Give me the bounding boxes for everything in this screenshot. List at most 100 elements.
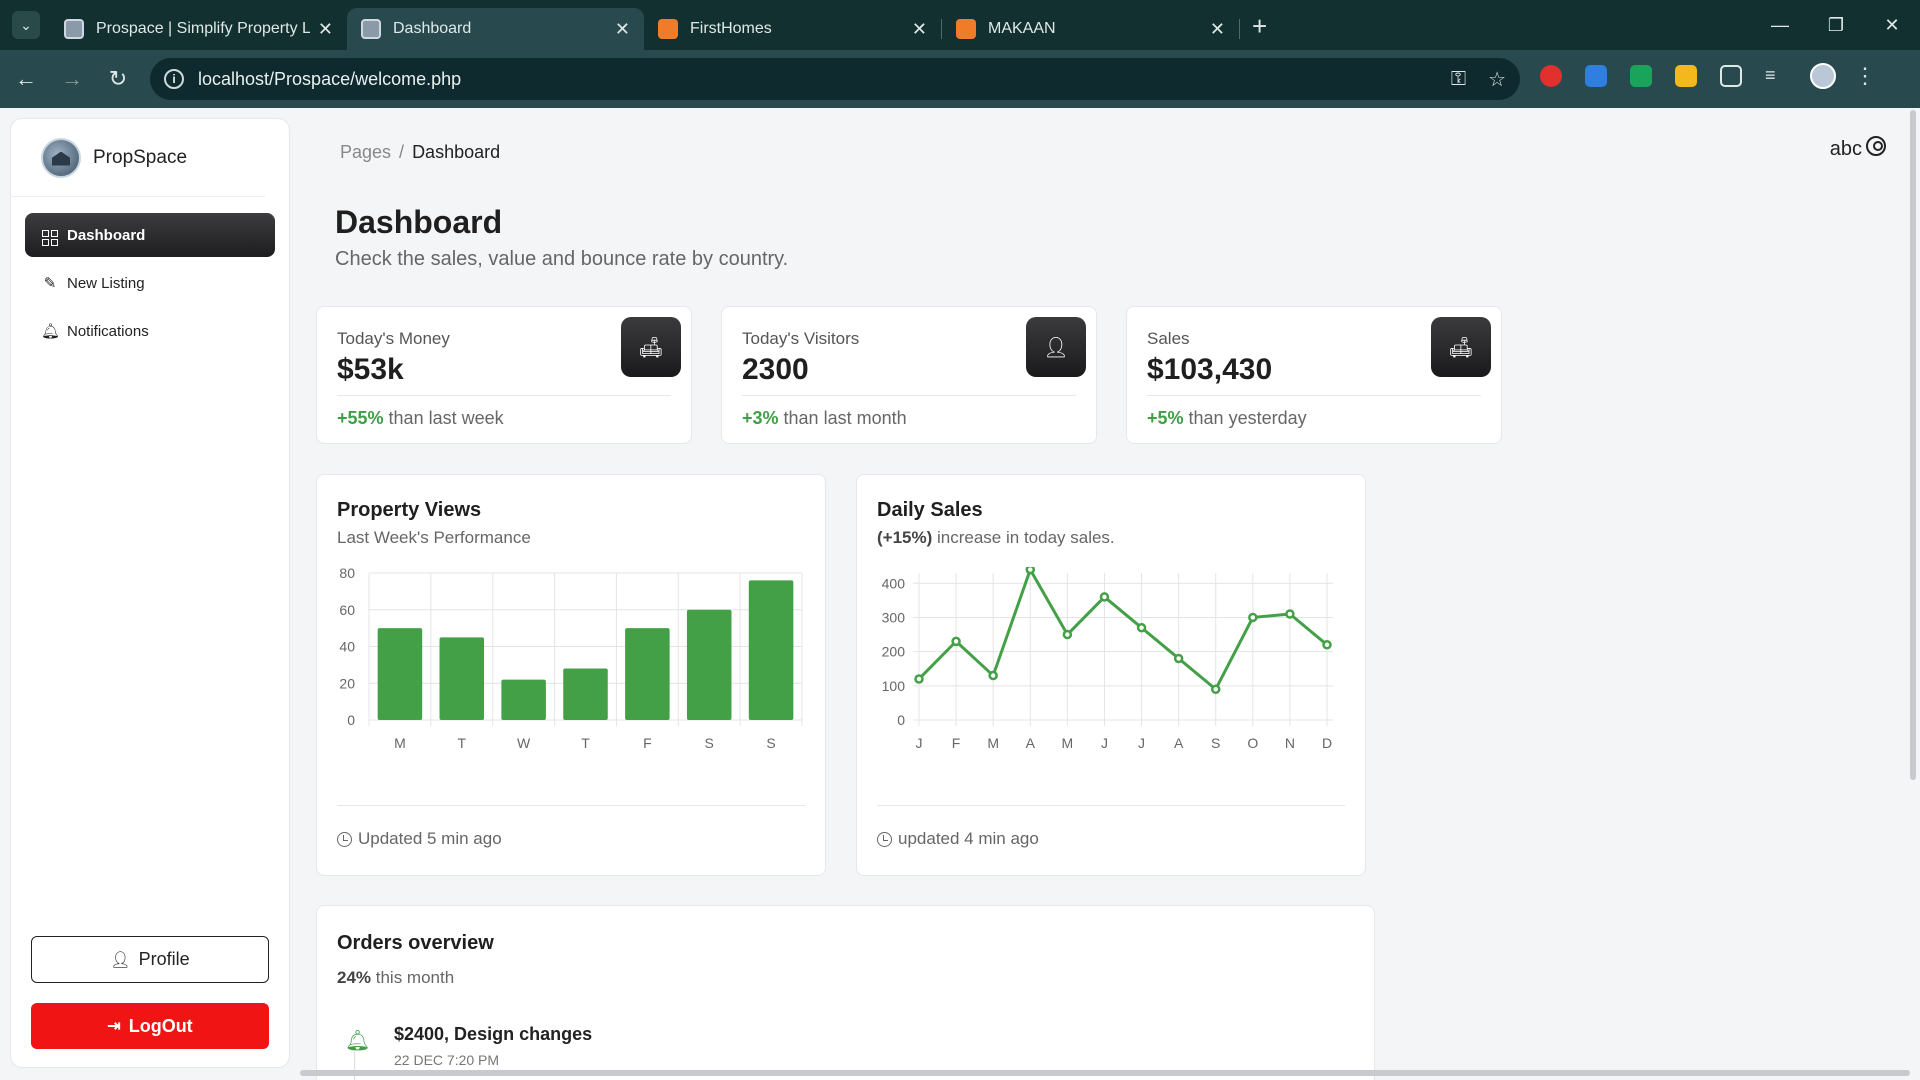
- forward-arrow-icon[interactable]: →: [61, 66, 83, 91]
- new-tab-plus-icon[interactable]: +: [1252, 11, 1268, 41]
- browser-tab-3[interactable]: FirstHomes ✕: [644, 8, 941, 50]
- user-icon: 👤︎: [110, 951, 131, 969]
- page-subtitle: Check the sales, value and bounce rate b…: [335, 248, 789, 270]
- sidebar-item-label: Dashboard: [67, 226, 146, 244]
- url-text: localhost/Prospace/welcome.php: [198, 68, 462, 89]
- close-icon[interactable]: ✕: [1209, 18, 1225, 39]
- breadcrumb-root[interactable]: Pages: [340, 142, 392, 162]
- chart-subtitle-highlight: (+15%): [877, 528, 933, 547]
- url-field[interactable]: i localhost/Prospace/welcome.php ⚿ ☆: [150, 58, 1520, 100]
- tab-search-menu-button[interactable]: ⌄: [12, 11, 40, 39]
- site-info-icon[interactable]: i: [164, 69, 184, 89]
- extensions-puzzle-icon[interactable]: [1720, 65, 1742, 87]
- chart-title: Daily Sales: [877, 499, 983, 521]
- divider: [337, 805, 805, 806]
- x-tick-label: W: [517, 735, 531, 751]
- property-views-bar-chart: 0 20 40 60 80 M T W T F S S: [339, 567, 803, 751]
- sidebar-item-new-listing[interactable]: ✎ New Listing: [25, 261, 275, 305]
- data-point: [1173, 653, 1184, 664]
- stat-label: Today's Money: [337, 329, 450, 348]
- divider: [1147, 395, 1481, 396]
- x-tick-label: J: [1101, 735, 1108, 751]
- timeline-line: [354, 1052, 355, 1080]
- extension-red-icon[interactable]: [1540, 65, 1562, 87]
- tab-separator: [1239, 19, 1240, 39]
- browser-address-bar: ← → ↻ i localhost/Prospace/welcome.php ⚿…: [0, 50, 1920, 108]
- propspace-logo-icon: [41, 137, 81, 178]
- y-tick-label: 200: [882, 644, 906, 660]
- stat-change: +5%: [1147, 408, 1184, 428]
- page-title: Dashboard: [335, 204, 503, 240]
- y-tick-label: 80: [339, 567, 355, 581]
- extension-green-icon[interactable]: [1630, 65, 1652, 87]
- data-point: [1136, 622, 1147, 633]
- clock-icon: [337, 831, 352, 847]
- sidebar-item-label: Notifications: [67, 322, 149, 340]
- browser-profile-avatar[interactable]: [1810, 63, 1836, 89]
- sidebar-nav: Dashboard ✎ New Listing 🔔︎ Notifications: [11, 197, 289, 353]
- vertical-scrollbar[interactable]: [1906, 108, 1920, 1080]
- breadcrumb-separator: /: [399, 142, 405, 162]
- bookmark-star-icon[interactable]: ☆: [1488, 68, 1506, 91]
- stat-footer: +5% than yesterday: [1147, 408, 1307, 429]
- browser-menu-icon[interactable]: ⋮: [1854, 63, 1876, 88]
- order-item-title[interactable]: $2400, Design changes: [394, 1024, 593, 1044]
- x-tick-label: F: [643, 735, 652, 751]
- scrollbar-thumb[interactable]: [300, 1070, 1910, 1076]
- media-queue-icon[interactable]: ≡: [1765, 65, 1776, 85]
- y-tick-label: 300: [882, 609, 906, 625]
- horizontal-scrollbar[interactable]: [300, 1070, 1920, 1078]
- close-icon[interactable]: ✕: [614, 18, 630, 39]
- x-tick-label: M: [394, 735, 406, 751]
- close-icon[interactable]: ✕: [911, 18, 927, 39]
- x-tick-label: T: [581, 735, 590, 751]
- x-tick-label: T: [458, 735, 467, 751]
- propspace-favicon: [64, 19, 84, 39]
- x-tick-label: A: [1174, 735, 1184, 751]
- brand[interactable]: PropSpace: [11, 119, 265, 197]
- sidebar-item-dashboard[interactable]: Dashboard: [25, 213, 275, 257]
- tab-title: MAKAAN: [988, 20, 1056, 37]
- stat-change-suffix: than last month: [778, 408, 907, 428]
- x-tick-label: M: [987, 735, 999, 751]
- close-icon[interactable]: ✕: [317, 18, 333, 39]
- extension-yellow-icon[interactable]: [1675, 65, 1697, 87]
- browser-tab-4[interactable]: MAKAAN ✕: [942, 8, 1239, 50]
- scrollbar-thumb[interactable]: [1910, 110, 1916, 780]
- browser-tab-2[interactable]: Dashboard ✕: [347, 8, 644, 50]
- orders-subtitle-rest: this month: [371, 968, 455, 987]
- x-tick-label: D: [1322, 735, 1332, 751]
- window-close-icon[interactable]: ✕: [1884, 14, 1900, 35]
- x-tick-label: O: [1247, 735, 1258, 751]
- browser-tab-1[interactable]: Prospace | Simplify Property Lis ✕: [50, 8, 347, 50]
- orders-overview-card: Orders overview 24% this month 🔔︎ $2400,…: [316, 905, 1375, 1080]
- extension-blue-icon[interactable]: [1585, 65, 1607, 87]
- logout-button[interactable]: ⇥ LogOut: [31, 1003, 269, 1049]
- user-menu[interactable]: abc: [1830, 135, 1886, 161]
- x-tick-label: A: [1026, 735, 1036, 751]
- back-arrow-icon[interactable]: ←: [15, 66, 37, 91]
- data-point: [1322, 640, 1332, 650]
- bar: [686, 609, 732, 720]
- minimize-icon[interactable]: —: [1771, 14, 1789, 35]
- stat-label: Today's Visitors: [742, 329, 860, 348]
- x-tick-label: J: [1138, 735, 1145, 751]
- sidebar: PropSpace Dashboard ✎ New Listing 🔔︎ Not…: [10, 118, 290, 1068]
- user-circle-icon[interactable]: [1866, 135, 1886, 156]
- clock-icon: [877, 831, 892, 847]
- y-tick-label: 0: [897, 712, 905, 728]
- data-point: [1210, 684, 1221, 694]
- y-tick-label: 40: [339, 639, 355, 655]
- restore-icon[interactable]: ❐: [1827, 14, 1845, 35]
- xampp-favicon: [658, 19, 678, 39]
- profile-button[interactable]: 👤︎ Profile: [31, 936, 269, 983]
- sidebar-item-notifications[interactable]: 🔔︎ Notifications: [25, 309, 275, 353]
- chart-footer: Updated 5 min ago: [337, 829, 502, 849]
- stat-change: +55%: [337, 408, 384, 428]
- stat-label: Sales: [1147, 329, 1190, 348]
- reload-icon[interactable]: ↻: [108, 66, 128, 91]
- bar: [625, 628, 670, 720]
- tab-title: FirstHomes: [690, 20, 772, 37]
- password-key-icon[interactable]: ⚿: [1450, 67, 1467, 90]
- extensions-area: ≡ ⋮: [1540, 63, 1876, 89]
